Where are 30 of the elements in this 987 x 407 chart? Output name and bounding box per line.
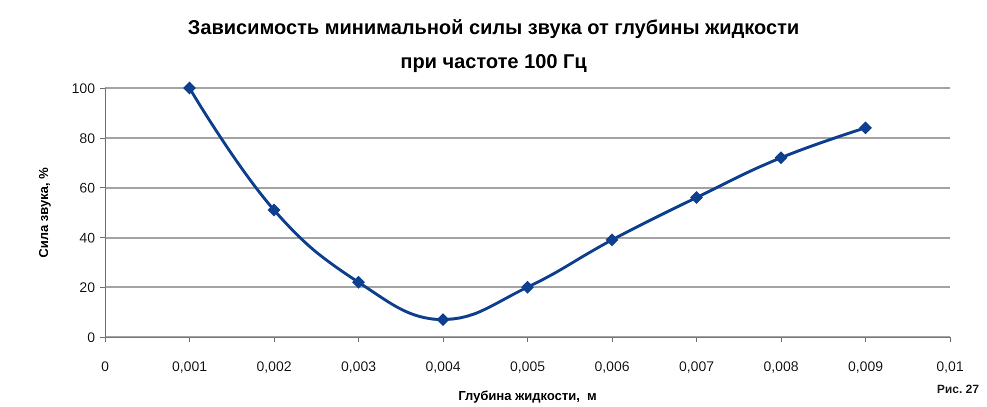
x-tick-label: 0,005 bbox=[510, 358, 546, 374]
x-tick-label: 0,003 bbox=[340, 358, 376, 374]
y-tick-label: 80 bbox=[79, 130, 96, 146]
x-tick-label: 0,004 bbox=[425, 358, 461, 374]
x-tick-label: 0,009 bbox=[848, 358, 884, 374]
point bbox=[436, 313, 450, 326]
y-tick-label: 20 bbox=[79, 279, 96, 296]
y-axis-title: Сила звука, % bbox=[36, 166, 51, 258]
point bbox=[352, 276, 365, 289]
x-tick-label: 0,006 bbox=[594, 358, 630, 374]
point bbox=[859, 121, 872, 134]
point bbox=[268, 204, 280, 217]
point bbox=[774, 151, 788, 164]
x-tick-label: 0,01 bbox=[936, 358, 964, 374]
y-tick-label: 0 bbox=[87, 329, 96, 345]
x-tick-label: 0 bbox=[101, 358, 110, 374]
x-tick-label: 0,008 bbox=[763, 358, 799, 374]
y-tick-label: 60 bbox=[79, 180, 96, 196]
x-tick-label: 0,002 bbox=[256, 358, 292, 374]
point bbox=[521, 280, 534, 294]
x-axis-title: Глубина жидкости, м bbox=[458, 388, 597, 403]
y-tick-label: 40 bbox=[79, 229, 96, 246]
point bbox=[690, 191, 703, 204]
chart-title: Зависимость минимальной силы звука от глубины жидкости при частоте 100 Гц bbox=[188, 17, 800, 73]
text: Рис. 27 bbox=[936, 382, 980, 396]
x-tick-label: 0,007 bbox=[678, 358, 714, 374]
y-tick-label: 100 bbox=[72, 80, 96, 96]
x-tick-label: 0,001 bbox=[172, 358, 208, 374]
point bbox=[183, 82, 196, 94]
point bbox=[606, 233, 618, 246]
